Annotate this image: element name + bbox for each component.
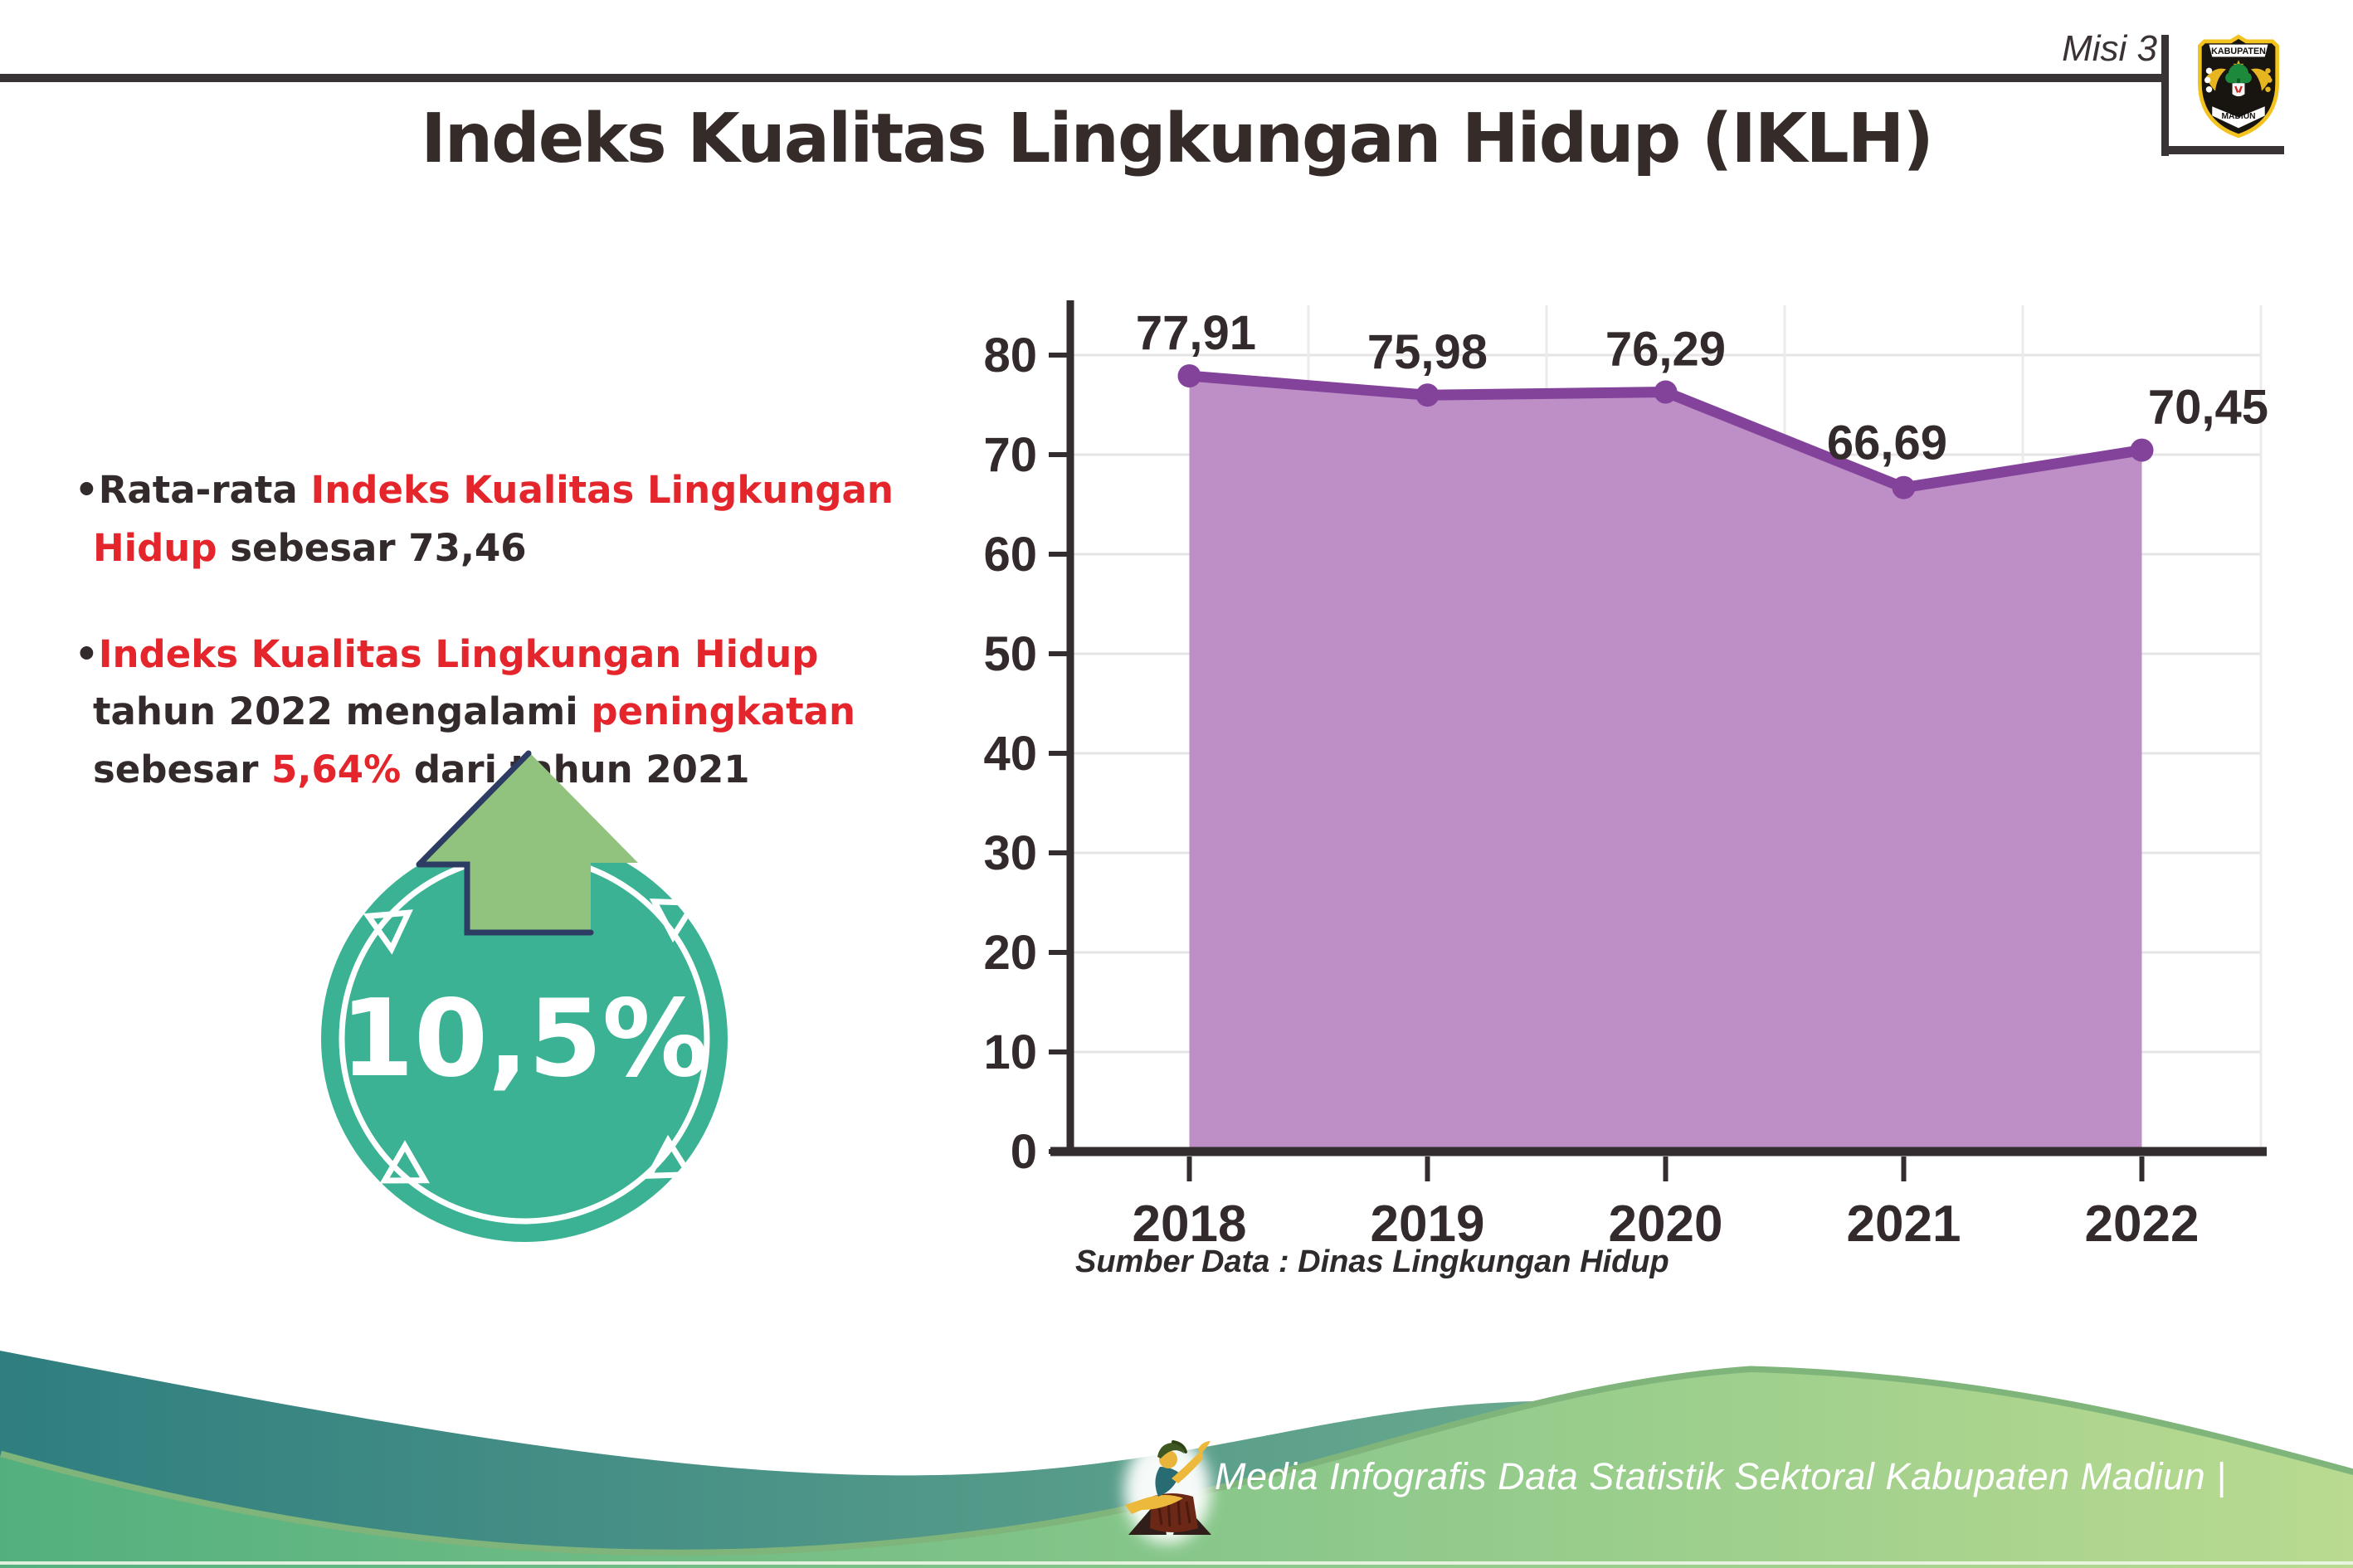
logo-top-text: KABUPATEN <box>2211 46 2266 56</box>
inner-shield-mark <box>2234 85 2243 93</box>
bullet-segment: peningkatan <box>591 689 856 734</box>
logo-bottom-text: MADIUN <box>2222 112 2256 121</box>
x-tick-label: 2018 <box>1133 1195 1247 1253</box>
cotton-icon <box>2205 67 2213 75</box>
badge-circle <box>321 835 728 1242</box>
x-tick-label: 2020 <box>1609 1195 1723 1253</box>
summary-bullets: •Rata-rata Indeks Kualitas Lingkungan Hi… <box>71 461 909 847</box>
data-point <box>1892 475 1916 499</box>
bullet-segment: dari tahun 2021 <box>401 747 750 791</box>
green-wave-shape <box>0 1372 2353 1568</box>
data-point <box>1415 383 1440 407</box>
wing-left-icon <box>2205 68 2227 91</box>
x-tick-label: 2021 <box>1847 1195 1961 1253</box>
y-tick-label: 50 <box>983 627 1037 681</box>
data-label: 75,98 <box>1367 325 1488 379</box>
rice-icon <box>2265 68 2271 74</box>
logo-bracket-vertical <box>2161 35 2169 156</box>
badge-value: 10,5% <box>340 977 709 1101</box>
footer-wave <box>0 1351 2353 1568</box>
increase-badge: 10,5% <box>321 750 728 1242</box>
cotton-icon <box>2205 86 2213 93</box>
spark-triangle-icon <box>379 1140 431 1184</box>
spark-triangle-icon <box>649 898 700 943</box>
data-point <box>1177 364 1201 388</box>
bullet-segment: Indeks Kualitas Lingkungan Hidup <box>93 468 894 570</box>
source-note: Sumber Data : Dinas Lingkungan Hidup <box>1075 1244 1669 1279</box>
area-fill <box>1189 376 2142 1152</box>
data-label: 76,29 <box>1605 323 1726 377</box>
logo-bracket-horizontal <box>2161 146 2284 154</box>
arrow-outline <box>416 750 594 936</box>
bullet-segment: sebesar <box>93 747 272 791</box>
inner-shield <box>2232 83 2245 97</box>
spark-triangle-icon <box>644 1134 695 1179</box>
footer-credit: Media Infografis Data Statistik Sektoral… <box>1215 1455 2227 1497</box>
tree-leaf <box>2225 72 2237 84</box>
spark-triangle-icon <box>363 909 413 955</box>
y-tick-label: 10 <box>983 1025 1037 1079</box>
arrow-up-icon <box>419 752 638 931</box>
y-tick-label: 0 <box>1011 1125 1037 1179</box>
bullet-segment: 5,64% <box>271 747 402 791</box>
data-label: 70,45 <box>2148 381 2268 435</box>
footer-bottom-strip <box>0 1561 2353 1565</box>
data-label: 66,69 <box>1827 416 1947 470</box>
x-tick-label: 2019 <box>1371 1195 1485 1253</box>
y-tick-label: 20 <box>983 926 1037 980</box>
y-tick-label: 80 <box>983 329 1037 382</box>
bullet-dot: • <box>75 468 99 512</box>
data-point <box>2130 438 2154 462</box>
kabupaten-madiun-logo-icon: KABUPATEN MADIUN <box>2198 34 2279 139</box>
rice-icon <box>2267 77 2273 83</box>
bullet-segment: Indeks Kualitas Lingkungan Hidup <box>98 631 819 676</box>
y-tick-label: 30 <box>983 826 1037 880</box>
y-tick-label: 60 <box>983 528 1037 582</box>
wing-right-icon <box>2250 68 2272 91</box>
bullet-increase: •Indeks Kualitas Lingkungan Hidup tahun … <box>71 626 909 799</box>
cotton-icon <box>2204 76 2211 84</box>
misi-label: Misi 3 <box>2062 28 2157 69</box>
y-tick-label: 70 <box>983 428 1037 482</box>
logo-top-banner <box>2209 44 2268 57</box>
mascot-logo-icon <box>1124 1437 1211 1543</box>
bullet-dot: • <box>75 631 99 676</box>
bullet-average: •Rata-rata Indeks Kualitas Lingkungan Hi… <box>71 461 909 577</box>
tree-leaf <box>2240 72 2252 84</box>
y-tick-label: 40 <box>983 727 1037 781</box>
rice-icon <box>2265 86 2271 92</box>
header-rule <box>0 74 2161 82</box>
data-point <box>1654 380 1678 404</box>
bullet-segment: Rata-rata <box>98 468 311 512</box>
bullet-segment: sebesar 73,46 <box>217 525 527 570</box>
page-title: Indeks Kualitas Lingkungan Hidup (IKLH) <box>421 100 1934 178</box>
bullet-segment: tahun 2022 mengalami <box>93 689 592 734</box>
iklh-area-chart: 77,91 75,98 76,29 66,69 70,45 0 10 20 30 40 50 60 70… <box>983 300 2268 1253</box>
data-label: 77,91 <box>1136 306 1256 360</box>
x-tick-label: 2022 <box>2085 1195 2200 1253</box>
